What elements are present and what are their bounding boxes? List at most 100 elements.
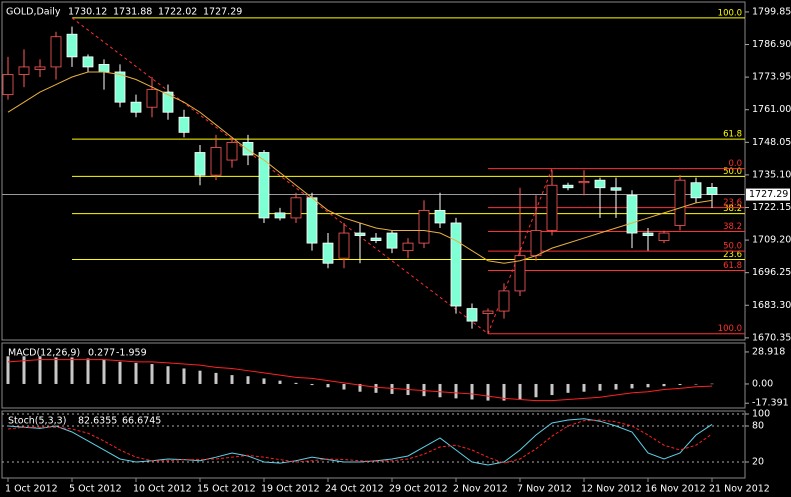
- candle-body: [690, 182, 702, 199]
- histogram-bar: [342, 383, 346, 390]
- current-price-label: 1727.29: [749, 189, 788, 200]
- candle-body: [98, 64, 110, 73]
- candle-body: [370, 237, 382, 241]
- moving-average: [7, 71, 713, 264]
- histogram-bar: [438, 383, 442, 398]
- histogram-bar: [54, 357, 58, 384]
- chart-title: GOLD,Daily: [6, 7, 61, 18]
- histogram-bar: [262, 378, 266, 384]
- fib-label: 100.0: [718, 324, 742, 334]
- y-tick-label: 1683.30: [752, 300, 791, 311]
- candle-body: [610, 187, 622, 191]
- fib-trendline: [71, 17, 489, 335]
- candle-body: [130, 101, 142, 113]
- candle-body: [674, 179, 686, 226]
- histogram-bar: [582, 383, 586, 392]
- x-tick-label: 12 Nov 2012: [581, 484, 642, 495]
- main-panel: [1, 1, 746, 341]
- candle-body: [354, 232, 366, 236]
- histogram-bar: [534, 383, 538, 398]
- x-tick-label: 19 Oct 2012: [261, 484, 320, 495]
- candle-body: [50, 36, 62, 68]
- macd-title: MACD(12,26,9): [8, 348, 80, 359]
- indicator-line: [7, 419, 713, 464]
- histogram-bar: [486, 383, 490, 401]
- fib-label: 61.8: [723, 261, 742, 271]
- y-tick-label: 80: [752, 420, 764, 431]
- candle-body: [706, 187, 718, 195]
- histogram-bar: [502, 383, 506, 401]
- candle-body: [34, 66, 46, 70]
- histogram-bar: [230, 375, 234, 384]
- candle-body: [386, 232, 398, 249]
- y-tick-label: 1696.25: [752, 267, 791, 278]
- x-tick-label: 15 Oct 2012: [197, 484, 256, 495]
- y-tick-label: 1799.85: [752, 6, 791, 17]
- histogram-bar: [326, 383, 330, 388]
- candle-body: [306, 197, 318, 244]
- fib-label: 38.2: [723, 222, 742, 232]
- candle-body: [274, 212, 286, 219]
- candle-body: [482, 310, 494, 314]
- macd-main-value: 0.277: [88, 348, 115, 359]
- candle-body: [290, 197, 302, 219]
- fib-label: 38.2: [723, 204, 742, 214]
- stoch-signal-value: 66.6745: [122, 416, 161, 427]
- stoch-panel: [1, 410, 746, 479]
- histogram-bar: [22, 356, 26, 384]
- histogram-bar: [358, 383, 362, 392]
- candle-body: [178, 116, 190, 133]
- macd-panel: [1, 342, 746, 409]
- histogram-bar: [678, 383, 682, 386]
- histogram-bar: [294, 382, 298, 384]
- header-close: 1727.29: [203, 7, 242, 18]
- fib-label: 50.0: [723, 167, 742, 177]
- histogram-bar: [390, 383, 394, 394]
- histogram-bar: [310, 383, 314, 386]
- y-tick-label: 20: [752, 456, 764, 467]
- candle-body: [194, 152, 206, 176]
- candle-body: [546, 184, 558, 231]
- histogram-bar: [70, 357, 74, 384]
- candle-body: [2, 74, 14, 96]
- candle-body: [562, 184, 574, 189]
- candle-body: [82, 56, 94, 68]
- y-tick-label: -17.391: [752, 398, 789, 409]
- histogram-bar: [6, 356, 10, 384]
- histogram-bar: [662, 383, 666, 387]
- candle-body: [338, 232, 350, 259]
- histogram-bar: [598, 383, 602, 391]
- histogram-bar: [182, 368, 186, 384]
- histogram-bar: [214, 372, 218, 384]
- candle-body: [658, 232, 670, 241]
- y-tick-label: 1773.95: [752, 72, 791, 83]
- histogram-bar: [518, 383, 522, 400]
- candle-body: [18, 66, 30, 75]
- histogram-bar: [278, 380, 282, 384]
- x-tick-label: 5 Oct 2012: [69, 484, 122, 495]
- candle-body: [146, 89, 158, 108]
- candle-body: [258, 152, 270, 219]
- candle-body: [210, 147, 222, 176]
- stoch-title: Stoch(5,3,3): [8, 416, 66, 427]
- candle-body: [226, 142, 238, 161]
- x-tick-label: 21 Nov 2012: [709, 484, 770, 495]
- candle-body: [498, 290, 510, 312]
- histogram-bar: [86, 358, 90, 384]
- candle-body: [66, 33, 78, 58]
- header-open: 1730.12: [68, 7, 107, 18]
- histogram-bar: [550, 383, 554, 396]
- histogram-bar: [246, 376, 250, 384]
- histogram-bar: [614, 383, 618, 390]
- histogram-bar: [38, 356, 42, 384]
- candle-body: [162, 91, 174, 113]
- x-tick-label: 2 Nov 2012: [453, 484, 508, 495]
- y-tick-label: 28.918: [752, 346, 785, 357]
- histogram-bar: [694, 383, 698, 385]
- candle-body: [642, 232, 654, 236]
- header-high: 1731.88: [113, 7, 152, 18]
- histogram-bar: [118, 361, 122, 384]
- candle-body: [450, 222, 462, 307]
- fib-label: 23.6: [723, 250, 742, 260]
- candle-body: [418, 209, 430, 244]
